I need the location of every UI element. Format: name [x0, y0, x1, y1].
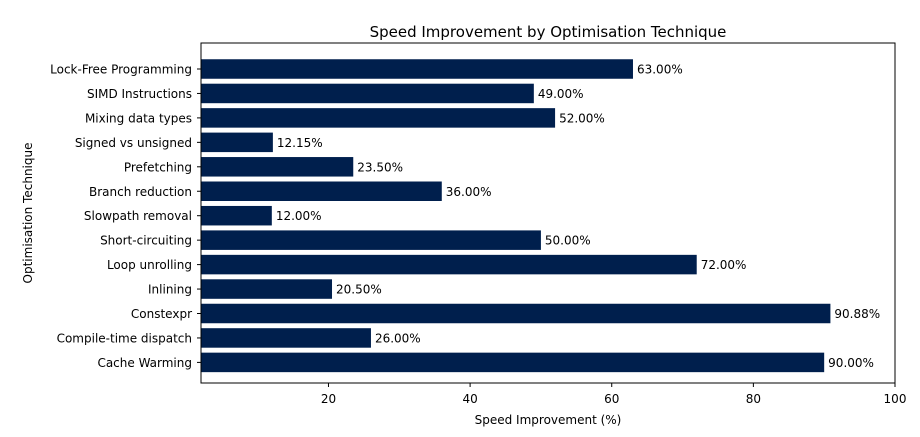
y-axis-ticks: Lock-Free Programming SIMD Instructions Mi…	[50, 63, 201, 370]
bar-value-label: 90.88%	[834, 307, 880, 321]
bar	[201, 254, 697, 275]
bar	[201, 230, 541, 250]
y-tick-label: Signed vs unsigned	[75, 136, 192, 150]
bar-value-label: 26.00%	[375, 331, 421, 345]
x-tick-label: 100	[884, 392, 907, 406]
bar	[201, 157, 354, 177]
bar-value-label: 72.00%	[701, 258, 747, 272]
plot-frame	[200, 42, 896, 384]
bar-value-label: 23.50%	[357, 160, 403, 174]
y-tick-label: Loop unrolling	[107, 258, 192, 272]
x-tick-label: 40	[462, 392, 477, 406]
y-tick-label: Cache Warming	[97, 356, 192, 370]
bar	[201, 279, 333, 299]
y-tick-label: Slowpath removal	[84, 209, 192, 223]
y-tick-label: SIMD Instructions	[87, 87, 192, 101]
y-tick-label: Branch reduction	[89, 185, 192, 199]
bar	[201, 83, 534, 104]
y-tick-label: Constexpr	[131, 307, 192, 321]
bar-value-label: 52.00%	[559, 111, 605, 125]
y-tick-label: Prefetching	[124, 160, 192, 174]
y-axis-label: Optimisation Technique	[21, 143, 35, 284]
bar	[201, 181, 442, 201]
x-tick-label: 60	[604, 392, 619, 406]
bar	[201, 205, 272, 226]
bar-value-label: 63.00%	[637, 63, 683, 77]
bar-value-label: 12.15%	[277, 136, 323, 150]
bar-value-label: 49.00%	[538, 87, 584, 101]
bar	[201, 108, 556, 128]
bar-value-label: 20.50%	[336, 283, 382, 297]
bar	[201, 303, 831, 324]
x-axis-label: Speed Improvement (%)	[475, 413, 622, 427]
bar-value-label: 12.00%	[276, 209, 322, 223]
y-tick-label: Compile-time dispatch	[57, 331, 192, 345]
bar	[201, 59, 633, 79]
bar	[201, 352, 825, 373]
y-tick-label: Short-circuiting	[100, 234, 192, 248]
x-axis-ticks: 20 40 60 80 100	[321, 383, 907, 406]
y-tick-label: Lock-Free Programming	[50, 63, 192, 77]
x-tick-label: 80	[746, 392, 761, 406]
chart-title: Speed Improvement by Optimisation Techni…	[370, 23, 727, 41]
bar-value-label: 50.00%	[545, 234, 591, 248]
y-tick-label: Inlining	[148, 283, 192, 297]
bar-value-label: 36.00%	[446, 185, 492, 199]
bar-value-label: 90.00%	[828, 356, 874, 370]
y-tick-label: Mixing data types	[85, 111, 192, 125]
bars-group: 63.00% 49.00% 52.00% 12.15% 23.50% 36.00% 12.0…	[201, 59, 880, 373]
bar	[201, 132, 273, 153]
x-tick-label: 20	[321, 392, 336, 406]
bar	[201, 328, 371, 348]
